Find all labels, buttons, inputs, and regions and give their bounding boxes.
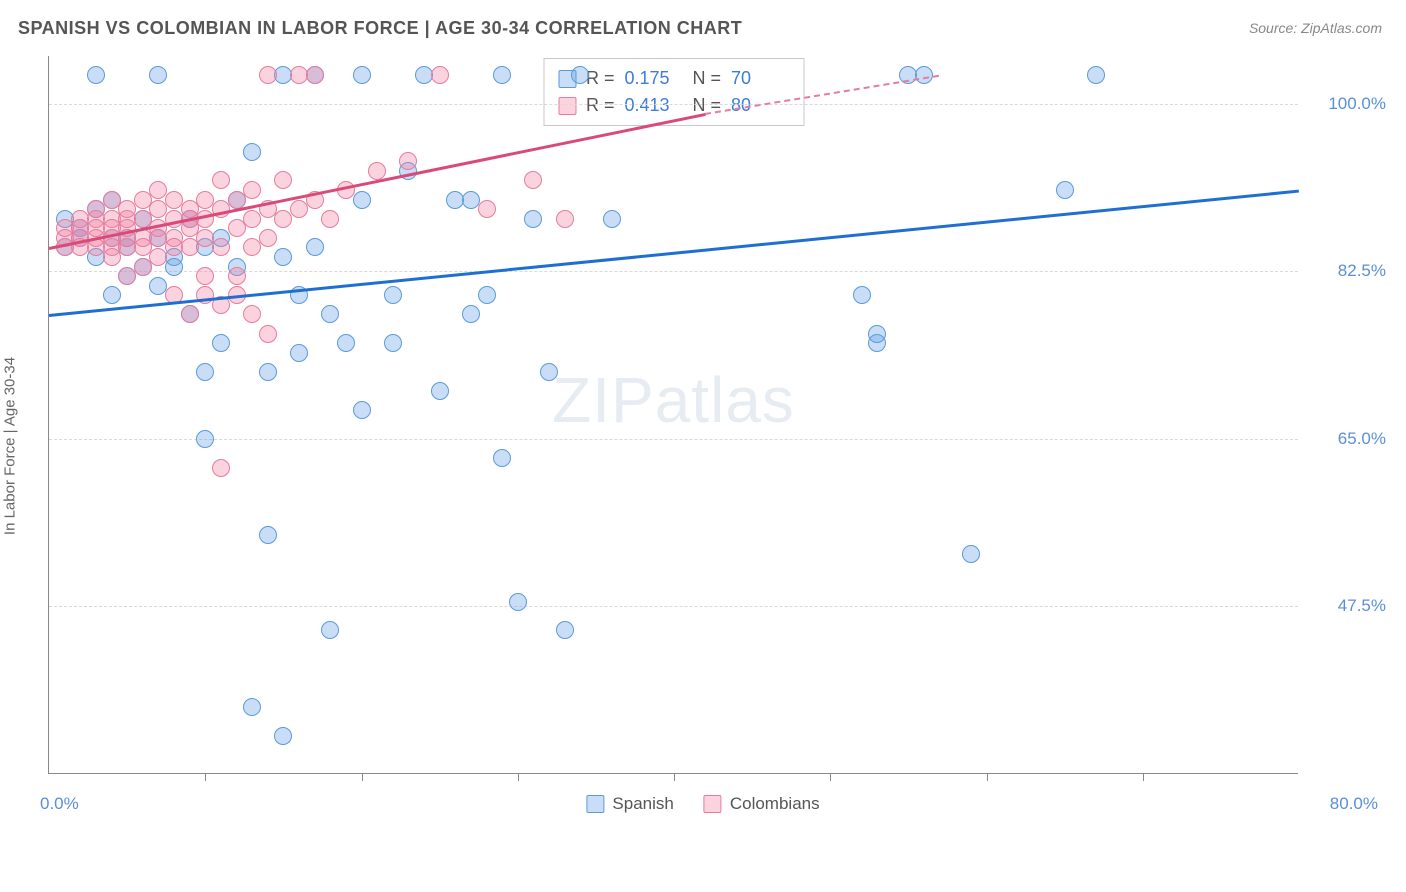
watermark-right: atlas — [655, 364, 795, 436]
watermark-left: ZIP — [552, 364, 655, 436]
scatter-point — [274, 171, 292, 189]
scatter-point — [353, 191, 371, 209]
scatter-point — [540, 363, 558, 381]
x-axis-min-label: 0.0% — [40, 794, 79, 814]
scatter-point — [181, 305, 199, 323]
r-label: R = — [586, 65, 615, 92]
scatter-point — [556, 621, 574, 639]
scatter-point — [87, 66, 105, 84]
scatter-point — [509, 593, 527, 611]
scatter-point — [571, 66, 589, 84]
y-tick-label: 82.5% — [1306, 261, 1386, 281]
legend-item-colombians: Colombians — [704, 794, 820, 814]
scatter-point — [431, 66, 449, 84]
swatch-spanish — [586, 795, 604, 813]
scatter-point — [259, 229, 277, 247]
scatter-point — [1056, 181, 1074, 199]
scatter-point — [493, 66, 511, 84]
scatter-point — [478, 286, 496, 304]
scatter-point — [243, 698, 261, 716]
gridline — [49, 439, 1298, 440]
scatter-point — [149, 66, 167, 84]
watermark: ZIPatlas — [552, 363, 795, 437]
plot-area: ZIPatlas R = 0.175 N = 70 R = 0.413 N = … — [48, 56, 1298, 774]
x-tick — [987, 773, 988, 781]
x-tick — [1143, 773, 1144, 781]
x-tick — [205, 773, 206, 781]
scatter-point — [321, 305, 339, 323]
scatter-point — [259, 66, 277, 84]
x-axis-max-label: 80.0% — [1330, 794, 1378, 814]
scatter-point — [306, 238, 324, 256]
scatter-point — [212, 459, 230, 477]
chart-title: SPANISH VS COLOMBIAN IN LABOR FORCE | AG… — [18, 18, 742, 39]
n-label: N = — [693, 65, 722, 92]
scatter-point — [274, 727, 292, 745]
correlation-chart: SPANISH VS COLOMBIAN IN LABOR FORCE | AG… — [0, 0, 1406, 892]
trend-line — [49, 113, 706, 250]
scatter-point — [962, 545, 980, 563]
scatter-point — [306, 66, 324, 84]
scatter-point — [399, 152, 417, 170]
scatter-point — [337, 334, 355, 352]
scatter-point — [353, 66, 371, 84]
scatter-point — [368, 162, 386, 180]
scatter-point — [259, 325, 277, 343]
x-tick — [362, 773, 363, 781]
scatter-point — [196, 430, 214, 448]
gridline — [49, 104, 1298, 105]
scatter-point — [524, 171, 542, 189]
scatter-point — [243, 305, 261, 323]
r-label: R = — [586, 92, 615, 119]
y-tick-label: 47.5% — [1306, 596, 1386, 616]
x-tick — [518, 773, 519, 781]
swatch-colombians — [704, 795, 722, 813]
scatter-point — [868, 325, 886, 343]
legend-item-spanish: Spanish — [586, 794, 673, 814]
scatter-point — [462, 305, 480, 323]
y-tick-label: 65.0% — [1306, 429, 1386, 449]
spanish-n-value: 70 — [731, 65, 789, 92]
legend-label-colombians: Colombians — [730, 794, 820, 814]
spanish-r-value: 0.175 — [625, 65, 683, 92]
scatter-point — [274, 248, 292, 266]
scatter-point — [103, 286, 121, 304]
scatter-point — [384, 334, 402, 352]
scatter-point — [431, 382, 449, 400]
scatter-point — [243, 181, 261, 199]
scatter-point — [290, 344, 308, 362]
scatter-point — [212, 171, 230, 189]
bottom-legend: Spanish Colombians — [586, 794, 819, 814]
scatter-point — [493, 449, 511, 467]
scatter-point — [259, 363, 277, 381]
scatter-point — [556, 210, 574, 228]
swatch-colombians — [558, 97, 576, 115]
scatter-point — [524, 210, 542, 228]
scatter-point — [165, 258, 183, 276]
x-tick — [674, 773, 675, 781]
y-axis-label: In Labor Force | Age 30-34 — [2, 357, 19, 535]
scatter-point — [228, 267, 246, 285]
scatter-point — [259, 526, 277, 544]
scatter-point — [196, 363, 214, 381]
legend-label-spanish: Spanish — [612, 794, 673, 814]
scatter-point — [478, 200, 496, 218]
scatter-point — [321, 210, 339, 228]
chart-source: Source: ZipAtlas.com — [1249, 20, 1382, 36]
stats-row-spanish: R = 0.175 N = 70 — [558, 65, 789, 92]
colombians-r-value: 0.413 — [625, 92, 683, 119]
scatter-point — [196, 267, 214, 285]
scatter-point — [321, 621, 339, 639]
scatter-point — [212, 238, 230, 256]
gridline — [49, 606, 1298, 607]
scatter-point — [603, 210, 621, 228]
scatter-point — [212, 334, 230, 352]
scatter-point — [384, 286, 402, 304]
scatter-point — [353, 401, 371, 419]
scatter-point — [1087, 66, 1105, 84]
scatter-point — [243, 143, 261, 161]
x-tick — [830, 773, 831, 781]
y-tick-label: 100.0% — [1306, 94, 1386, 114]
scatter-point — [853, 286, 871, 304]
